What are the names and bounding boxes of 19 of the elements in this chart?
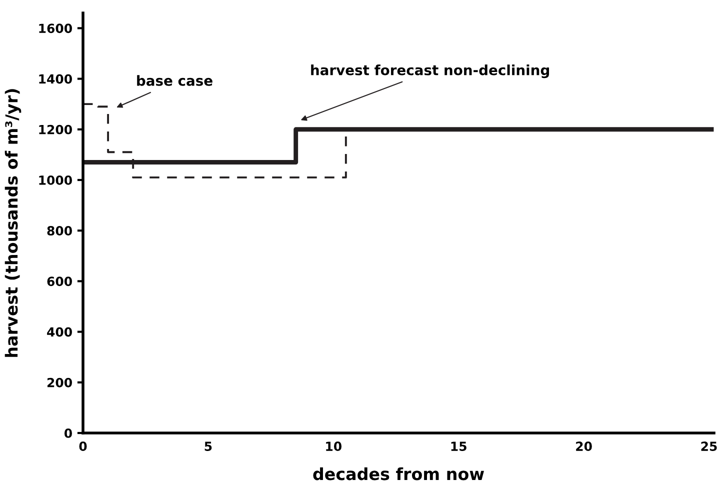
y-tick-label: 1200 [39,124,72,134]
annotation: base case [137,75,212,86]
y-tick-label: 1600 [39,24,72,34]
annotation: harvest forecast non-declining [311,64,549,78]
y-tick-label: 1400 [39,74,72,84]
x-tick-label: 25 [701,442,717,452]
y-tick-label: 600 [47,276,72,286]
x-tick-label: 0 [79,442,87,452]
y-tick-label: 0 [64,428,72,438]
x-axis-title: decades from now [313,467,484,480]
x-tick-label: 20 [576,442,592,452]
y-tick-label: 1000 [39,175,72,185]
y-tick-label: 200 [47,378,72,388]
x-tick-label: 5 [204,442,212,452]
x-tick-label: 10 [326,442,342,452]
y-tick-label: 800 [47,226,72,236]
x-tick-label: 15 [451,442,466,452]
y-axis-title: harvest (thousands of m³/yr) [4,89,22,357]
y-tick-label: 400 [47,327,72,337]
